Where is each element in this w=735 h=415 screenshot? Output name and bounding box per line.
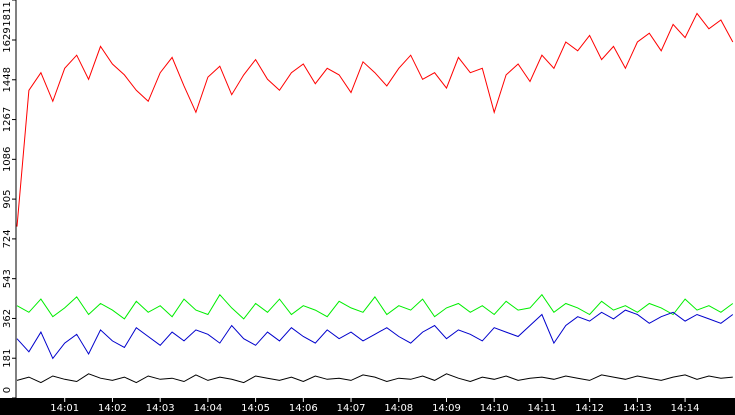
- x-tick-label: 14:13: [623, 403, 652, 414]
- y-tick-label: 181: [2, 349, 13, 368]
- series-line: [16, 293, 734, 320]
- x-tick-label: 14:06: [289, 403, 318, 414]
- y-tick-label: 1267: [2, 107, 13, 132]
- y-tick-label: 0: [2, 387, 13, 393]
- y-tick-label: 905: [2, 190, 13, 209]
- y-tick-label: 1811: [2, 1, 13, 26]
- x-tick-label: 14:03: [146, 403, 175, 414]
- series-line: [16, 309, 734, 360]
- x-tick-label: 14:05: [241, 403, 270, 414]
- y-tick-label: 1629: [2, 27, 13, 52]
- x-tick-label: 14:02: [98, 403, 127, 414]
- y-tick-label: 1086: [2, 147, 13, 172]
- x-tick-label: 14:08: [384, 403, 413, 414]
- y-tick-label: 543: [2, 269, 13, 288]
- y-tick-label: 362: [2, 309, 13, 328]
- x-tick-label: 14:01: [50, 403, 79, 414]
- x-tick-label: 14:04: [193, 403, 222, 414]
- x-tick-label: 14:07: [337, 403, 366, 414]
- x-axis-bar: [0, 398, 735, 415]
- x-tick-label: 14:10: [480, 403, 509, 414]
- series-line: [16, 373, 733, 384]
- x-tick-label: 14:11: [528, 403, 557, 414]
- x-tick-label: 14:14: [671, 403, 700, 414]
- series-line: [16, 12, 734, 227]
- x-tick-label: 14:12: [575, 403, 604, 414]
- y-tick-label: 724: [2, 229, 13, 248]
- x-tick-label: 14:09: [432, 403, 461, 414]
- y-tick-label: 1448: [2, 67, 13, 92]
